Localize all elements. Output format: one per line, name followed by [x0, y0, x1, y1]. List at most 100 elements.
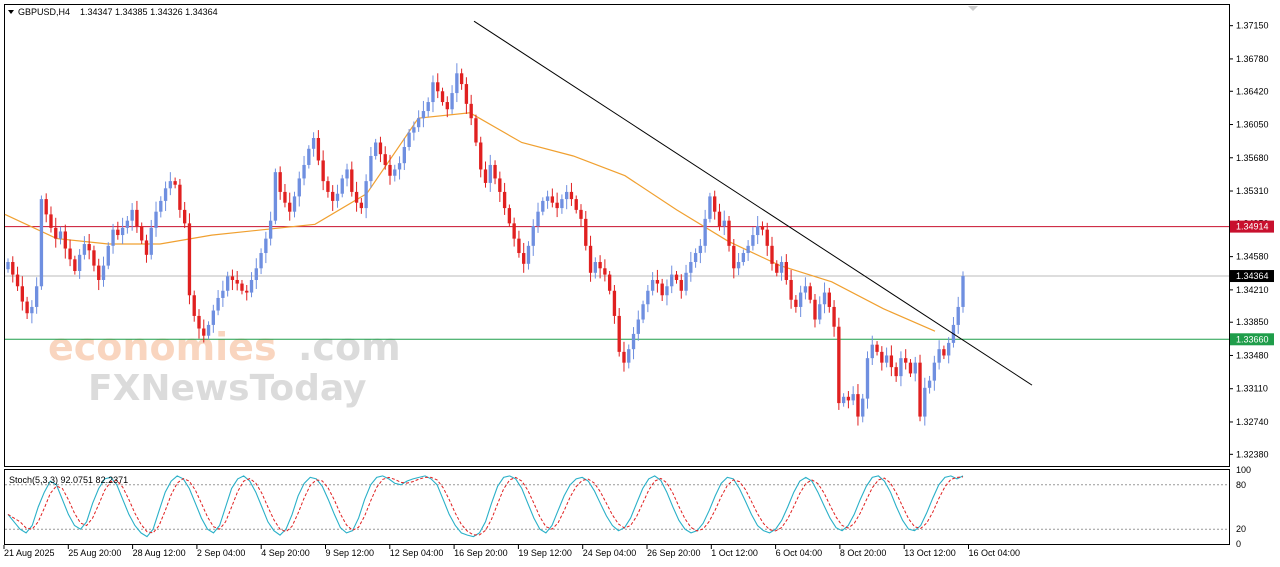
candle-body — [374, 142, 378, 156]
x-tick-label: 8 Oct 20:00 — [840, 548, 887, 558]
candle-body — [837, 326, 841, 404]
candle-body — [598, 262, 602, 269]
candle-body — [560, 199, 564, 209]
candle-body — [684, 272, 688, 291]
candle-body — [522, 253, 526, 264]
price-tag-2: 1.33660 — [1236, 334, 1269, 344]
candle-body — [674, 274, 679, 280]
candle-body — [932, 362, 937, 381]
candle-body — [650, 279, 655, 291]
x-tick-label: 1 Oct 12:00 — [711, 548, 758, 558]
candle-body — [832, 306, 836, 327]
candle-body — [407, 132, 411, 147]
candle-body — [512, 223, 516, 239]
candle-body — [15, 274, 20, 287]
candle-body — [904, 358, 908, 363]
candle-body — [846, 396, 851, 401]
candle-body — [947, 342, 951, 356]
candle-body — [44, 199, 48, 215]
candle-body — [436, 82, 440, 92]
candle-body — [354, 191, 359, 203]
candle-body — [861, 398, 865, 417]
candle-body — [961, 276, 965, 307]
candle-body — [641, 304, 645, 320]
candle-body — [526, 245, 531, 264]
candle-body — [73, 259, 77, 271]
stoch-y-tick-label: 0 — [1236, 539, 1241, 549]
candle-body — [216, 297, 220, 311]
candle-body — [689, 262, 693, 273]
candle-body — [120, 227, 125, 236]
candle-body — [732, 245, 736, 269]
candle-body — [135, 209, 139, 227]
stoch-y-tick-label: 20 — [1236, 524, 1246, 534]
candle-body — [168, 181, 173, 189]
x-tick-label: 24 Sep 04:00 — [583, 548, 637, 558]
candle-body — [402, 146, 406, 164]
candle-body — [703, 218, 707, 246]
x-tick-label: 9 Sep 12:00 — [326, 548, 375, 558]
candle-body — [197, 315, 201, 329]
candle-body — [278, 172, 282, 192]
candle-body — [173, 181, 177, 185]
candle-body — [603, 268, 607, 275]
candle-body — [192, 295, 196, 316]
y-tick-label: 1.36050 — [1236, 120, 1269, 130]
candle-body — [412, 127, 416, 133]
candle-body — [426, 102, 430, 112]
y-tick-label: 1.35680 — [1236, 153, 1269, 163]
stoch-panel-frame — [4, 469, 1230, 545]
x-tick-label: 26 Sep 20:00 — [647, 548, 701, 558]
candle-body — [493, 164, 497, 179]
candle-body — [498, 178, 502, 192]
candle-body — [321, 160, 325, 182]
candle-body — [259, 253, 263, 269]
y-tick-label: 1.33850 — [1236, 317, 1269, 327]
watermark: economies .com FXNewsToday — [48, 325, 401, 409]
candle-body — [923, 387, 927, 417]
stoch-y-tick-label: 80 — [1236, 480, 1246, 490]
candle-body — [822, 292, 827, 305]
symbol-dropdown-icon[interactable] — [8, 10, 14, 14]
price-tag-0: 1.34914 — [1236, 222, 1269, 232]
candle-body — [899, 358, 903, 377]
candle-body — [507, 208, 512, 224]
y-tick-label: 1.35310 — [1236, 186, 1269, 196]
candle-body — [54, 227, 58, 239]
candle-body — [760, 226, 765, 230]
candle-body — [63, 231, 67, 249]
candle-body — [30, 306, 34, 314]
candle-body — [183, 209, 187, 224]
candle-body — [393, 169, 397, 176]
candle-body — [20, 286, 24, 302]
watermark-brand2: FXNewsToday — [88, 368, 367, 409]
candle-body — [517, 238, 521, 254]
candle-body — [646, 290, 650, 305]
y-tick-label: 1.34210 — [1236, 285, 1269, 295]
scroll-marker-icon[interactable] — [968, 6, 978, 11]
x-tick-label: 16 Oct 04:00 — [969, 548, 1021, 558]
candle-body — [479, 142, 483, 170]
candle-body — [708, 196, 712, 219]
candle-body — [464, 84, 469, 104]
candle-body — [469, 103, 473, 119]
candle-body — [292, 196, 297, 212]
candle-body — [311, 137, 316, 149]
candle-body — [187, 223, 192, 296]
candle-body — [178, 184, 182, 210]
candle-body — [813, 299, 817, 320]
candle-body — [918, 362, 922, 417]
price-axis: 1.37150 1.36780 1.36420 1.36050 1.35680 1.353… — [1229, 21, 1269, 459]
candle-body — [775, 263, 779, 273]
candle-body — [307, 148, 311, 165]
candle-body — [97, 265, 101, 280]
candle-body — [942, 349, 946, 356]
candle-body — [421, 111, 426, 119]
trendline-layer — [473, 20, 1033, 386]
stoch-k-line — [7, 475, 964, 538]
candle-body — [865, 358, 870, 399]
x-tick-label: 2 Sep 04:00 — [197, 548, 246, 558]
candle-body — [851, 394, 855, 401]
candle-body — [617, 315, 621, 352]
candle-body — [101, 265, 106, 280]
